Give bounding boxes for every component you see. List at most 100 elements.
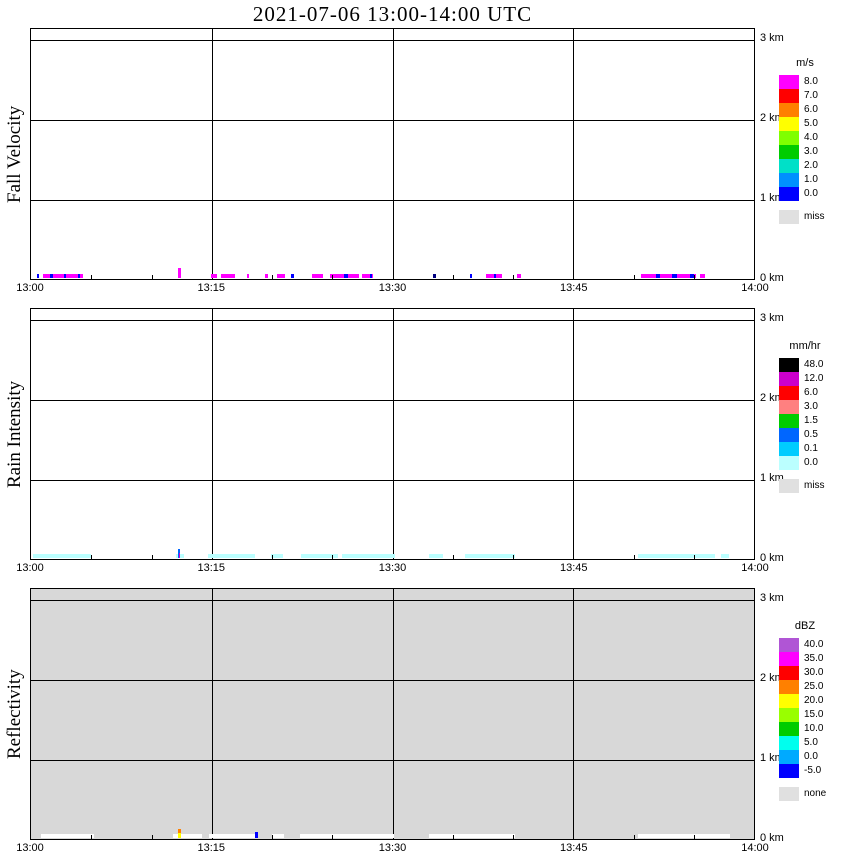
data-mark <box>329 274 359 278</box>
colorbar-segment: 30.0 <box>779 666 849 680</box>
data-mark <box>516 274 522 278</box>
colorbar-fall-velocity: m/s 8.0 7.0 6.0 5.0 4.0 3.0 2.0 1.0 0.0 miss <box>779 57 849 224</box>
minor-tick <box>91 275 93 279</box>
colorbar-tick-label: 20.0 <box>804 695 824 706</box>
colorbar-tick-label: 2.0 <box>804 160 818 171</box>
gridline-vertical <box>211 309 213 559</box>
colorbar-swatch <box>779 666 799 680</box>
colorbar-swatch <box>779 117 799 131</box>
x-tick-label: 13:00 <box>16 842 44 854</box>
colorbar-tick-label: 7.0 <box>804 90 818 101</box>
data-mark <box>638 834 730 838</box>
data-mark <box>50 274 53 278</box>
x-tick-label: 14:00 <box>741 562 769 574</box>
y-tick-label: 3 km <box>760 312 784 324</box>
colorbar-segment: 1.5 <box>779 414 849 428</box>
gridline-vertical <box>573 589 575 839</box>
minor-tick <box>633 555 635 559</box>
colorbar-swatch <box>779 750 799 764</box>
minor-tick <box>332 555 334 559</box>
colorbar-segment: 0.0 <box>779 750 849 764</box>
x-axis-labels: 13:00 13:15 13:30 13:45 14:00 <box>16 842 769 856</box>
data-mark <box>656 274 660 278</box>
data-mark <box>690 274 694 278</box>
colorbar-swatch <box>779 722 799 736</box>
colorbar-swatch <box>779 386 799 400</box>
colorbar-tick-label: -5.0 <box>804 765 822 776</box>
colorbar-swatch <box>779 442 799 456</box>
colorbar-segment: 6.0 <box>779 386 849 400</box>
colorbar-segment: -5.0 <box>779 764 849 778</box>
colorbar-missing-swatch <box>779 787 799 801</box>
panel-reflectivity: Reflectivity 13:00 13:15 13:30 13:45 14:00 3… <box>0 588 850 854</box>
gridline-vertical <box>392 589 394 839</box>
colorbar-swatch <box>779 652 799 666</box>
y-tick-label: 2 km <box>760 672 784 684</box>
x-tick-label: 13:00 <box>16 562 44 574</box>
data-mark <box>428 554 444 558</box>
colorbar-tick-label: 1.0 <box>804 174 818 185</box>
colorbar-swatch <box>779 131 799 145</box>
data-mark <box>276 274 286 278</box>
colorbar-tick-label: 6.0 <box>804 104 818 115</box>
colorbar-swatch <box>779 414 799 428</box>
minor-tick <box>151 555 153 559</box>
y-axis-labels: 3 km 2 km 1 km 0 km <box>760 28 820 284</box>
gridline-vertical <box>392 29 394 279</box>
colorbar-swatch <box>779 187 799 201</box>
colorbar-tick-label: 0.0 <box>804 188 818 199</box>
minor-tick <box>452 275 454 279</box>
colorbar-missing-swatch <box>779 210 799 224</box>
colorbar-swatch <box>779 680 799 694</box>
y-tick-label: 3 km <box>760 592 784 604</box>
y-tick-label: 2 km <box>760 392 784 404</box>
minor-tick <box>91 835 93 839</box>
colorbar-segment: 0.0 <box>779 456 849 470</box>
minor-tick <box>272 835 273 839</box>
data-mark <box>493 274 497 278</box>
minor-tick <box>272 555 273 559</box>
colorbar-swatch <box>779 428 799 442</box>
colorbar-missing-label: miss <box>804 211 825 222</box>
y-tick-label: 3 km <box>760 32 784 44</box>
x-tick-label: 13:15 <box>197 562 226 574</box>
colorbar-scale: 40.0 35.0 30.0 25.0 20.0 15.0 10.0 5.0 0.0 -5.0 <box>779 638 849 778</box>
gridline-horizontal <box>31 480 754 481</box>
colorbar-tick-label: 3.0 <box>804 146 818 157</box>
colorbar-segment: 35.0 <box>779 652 849 666</box>
colorbar-swatch <box>779 173 799 187</box>
colorbar-swatch <box>779 708 799 722</box>
plot-area-reflectivity <box>30 588 755 840</box>
x-tick-label: 13:30 <box>378 282 407 294</box>
colorbar-segment: 4.0 <box>779 131 849 145</box>
minor-tick <box>272 275 273 279</box>
colorbar-tick-label: 5.0 <box>804 737 818 748</box>
panel-rain-intensity: Rain Intensity 13:00 13:15 13:30 13:45 14:00… <box>0 308 850 574</box>
x-tick-label: 13:45 <box>559 842 588 854</box>
data-mark <box>341 554 395 558</box>
colorbar-segment: 2.0 <box>779 159 849 173</box>
gridline-horizontal <box>31 680 754 681</box>
colorbar-segment: 10.0 <box>779 722 849 736</box>
colorbar-segment: 1.0 <box>779 173 849 187</box>
colorbar-segment: 0.5 <box>779 428 849 442</box>
x-tick-label: 13:15 <box>197 282 226 294</box>
plot-area-fall-velocity <box>30 28 755 280</box>
data-mark <box>221 274 235 278</box>
x-tick-label: 14:00 <box>741 842 769 854</box>
data-mark <box>640 274 697 278</box>
colorbar-tick-label: 0.0 <box>804 457 818 468</box>
gridline-vertical <box>211 589 213 839</box>
data-mark <box>311 274 323 278</box>
data-mark <box>291 274 294 278</box>
data-mark <box>33 554 92 558</box>
minor-tick <box>332 275 334 279</box>
data-mark <box>255 832 259 838</box>
minor-tick <box>513 555 514 559</box>
colorbar-swatch <box>779 764 799 778</box>
plot-area-rain-intensity <box>30 308 755 560</box>
minor-tick <box>513 275 514 279</box>
x-tick-label: 14:00 <box>741 282 769 294</box>
colorbar-rain-intensity: mm/hr 48.0 12.0 6.0 3.0 1.5 0.5 0.1 0.0 miss <box>779 340 849 493</box>
colorbar-missing-label: none <box>804 788 827 799</box>
